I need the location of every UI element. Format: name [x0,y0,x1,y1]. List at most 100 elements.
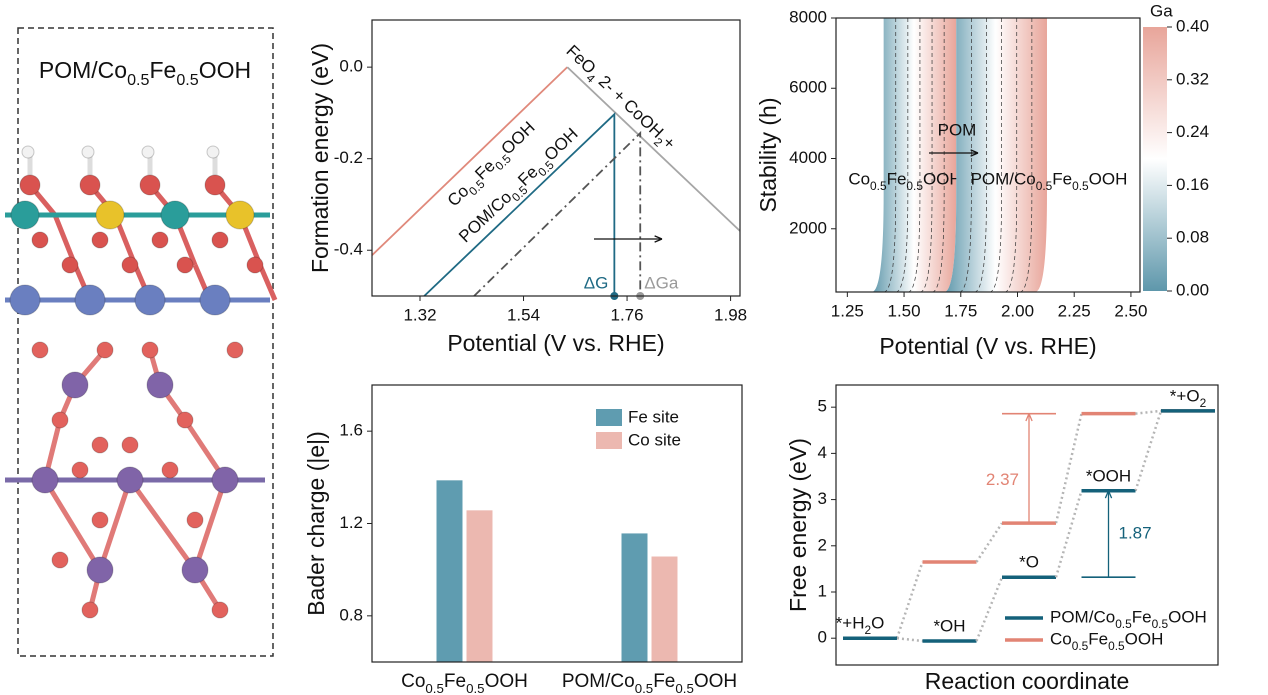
bar [436,480,463,662]
atom [206,145,220,159]
atom [91,231,109,249]
step-label: *+O2 [1170,386,1207,410]
y-tick-label: 4000 [789,148,827,167]
colorbar-tick-label: 0.24 [1176,122,1209,141]
arrow-head [654,235,663,243]
atom [81,601,99,619]
x-axis-title: Reaction coordinate [925,668,1130,694]
atom [211,466,239,494]
y-tick-label: -0.2 [334,148,363,167]
step-label: *OH [933,616,965,635]
atom [146,371,174,399]
bond [192,479,228,571]
contour-line [883,18,897,293]
atom [61,371,89,399]
arrow-head [1025,413,1033,422]
atom [226,341,244,359]
atom [139,174,161,196]
atom [199,284,231,316]
colorbar-tick-label: 0.40 [1176,16,1209,35]
y-tick-label: 3 [818,489,827,508]
x-tick-label: 1.75 [944,301,977,320]
atom [186,511,204,529]
point-label: ΔG [584,273,609,292]
annotation: POM [938,120,977,139]
atom [121,256,139,274]
step-label: *+H2O [836,614,885,638]
plot-frame [835,17,1141,293]
structure-label: POM/Co0.5Fe0.5OOH [39,57,251,89]
atom [176,256,194,274]
atom [211,231,229,249]
y-tick-label: 6000 [789,78,827,97]
connector [896,636,923,643]
structure-model [5,145,278,619]
x-tick-label: 1.50 [888,301,921,320]
y-tick-label: 0.0 [339,57,363,76]
x-tick-label: 1.98 [714,305,747,324]
legend-label: Co0.5Fe0.5OOH [1050,629,1163,653]
contour-line [1019,18,1033,293]
bond [97,479,133,571]
atom [10,200,40,230]
atom [121,436,139,454]
atom [176,411,194,429]
bar [651,556,678,662]
atom [86,556,114,584]
y-tick-label: 0.8 [339,605,363,624]
y-tick-label: 2 [818,535,827,554]
legend-label: Fe site [628,407,679,426]
colorbar [1143,27,1167,291]
y-tick-label: -0.4 [334,240,363,259]
atom [31,466,59,494]
bond [257,264,278,301]
y-axis-title: Stability (h) [755,97,781,212]
bond [127,478,198,572]
atom [31,341,49,359]
bond [42,478,103,572]
x-tick-label: 1.32 [403,305,436,324]
y-tick-label: 2000 [789,218,827,237]
legend-swatch [596,409,622,426]
step-label: *OOH [1086,466,1131,485]
legend-label: POM/Co0.5Fe0.5OOH [1050,607,1207,631]
atom [225,200,255,230]
contour-line [932,18,945,293]
line-series [371,66,568,256]
point-label: ΔGa [644,273,679,292]
contour-line [959,18,972,293]
atom [51,551,69,569]
x-tick-label: 2.25 [1058,301,1091,320]
atom [19,174,41,196]
contour-line [919,18,933,293]
line-series [473,130,642,297]
contour-line [907,18,921,293]
bond [52,214,78,266]
connector [1134,410,1163,492]
atom [151,231,169,249]
connector [975,522,1004,563]
stability-region [944,18,1047,292]
atom [74,284,106,316]
plot-frame [835,384,1219,666]
step-label: *O [1019,553,1039,572]
connector [1054,413,1083,524]
step-value: 1.87 [1119,523,1152,542]
arrow-head [970,149,979,157]
bar [466,510,493,662]
stability-region [871,18,957,292]
structure-frame [17,27,274,657]
atom [91,436,109,454]
atom [141,341,159,359]
atom [246,256,264,274]
line-series [566,66,741,232]
plot-frame [371,384,743,663]
y-axis-title: Formation energy (eV) [307,43,333,273]
atom [204,174,226,196]
atom [211,601,229,619]
atom [9,284,41,316]
atom [134,284,166,316]
atom [81,145,95,159]
atom [61,256,79,274]
